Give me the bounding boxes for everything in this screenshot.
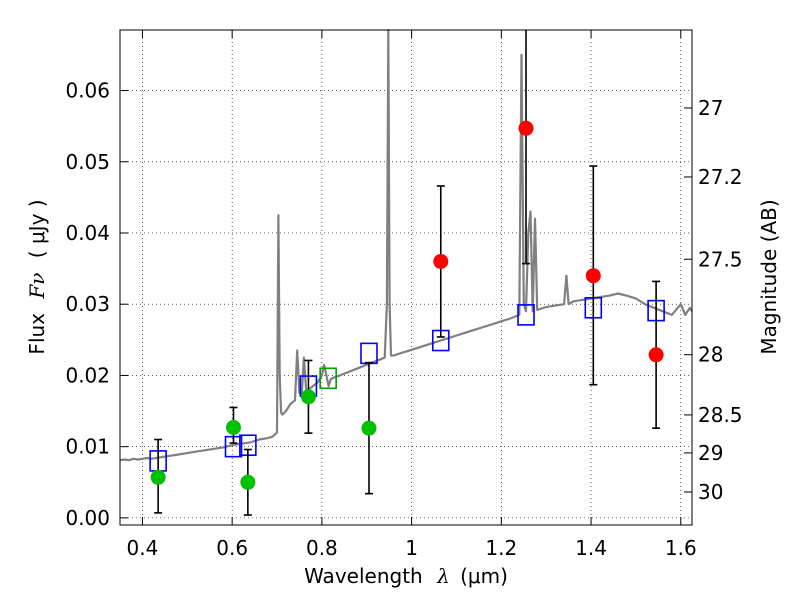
x-tick-label: 1.4 bbox=[575, 536, 607, 560]
red-data-point bbox=[585, 268, 601, 284]
green-data-point bbox=[240, 474, 256, 490]
y2-tick-label: 28.5 bbox=[698, 403, 743, 427]
model-box bbox=[319, 367, 337, 390]
y-axis-ticks: 0.00 0.01 0.02 0.03 0.04 0.05 0.06 bbox=[65, 79, 128, 530]
red-data-point bbox=[648, 347, 664, 363]
y2-tick-label: 27.5 bbox=[698, 247, 743, 271]
grid bbox=[120, 30, 692, 525]
y-tick-label: 0.01 bbox=[65, 435, 110, 459]
y-axis-title-symbol: Fν bbox=[25, 273, 49, 300]
y2-tick-label: 29 bbox=[698, 441, 723, 465]
red-data-point bbox=[433, 253, 449, 269]
y-tick-label: 0.05 bbox=[65, 150, 110, 174]
y-axis-title-prefix: Flux bbox=[25, 313, 49, 355]
y-axis-title-unit: ( μJy ) bbox=[25, 199, 49, 258]
data-points bbox=[150, 120, 664, 490]
y2-axis-ticks: 27 27.2 27.5 28 28.5 29 30 bbox=[684, 96, 743, 504]
y-tick-label: 0.04 bbox=[65, 221, 110, 245]
y-tick-label: 0.00 bbox=[65, 506, 110, 530]
x-tick-label: 0.6 bbox=[216, 536, 248, 560]
y2-tick-label: 28 bbox=[698, 343, 723, 367]
y-axis-title: Flux Fν ( μJy ) bbox=[25, 199, 49, 354]
x-axis-title-symbol: λ bbox=[436, 564, 450, 588]
spectrum-line bbox=[119, 28, 693, 462]
y-tick-label: 0.02 bbox=[65, 363, 110, 387]
y-tick-label: 0.03 bbox=[65, 292, 110, 316]
spectrum-layer bbox=[119, 28, 693, 462]
green-data-point bbox=[300, 389, 316, 405]
x-axis-title: Wavelength λ (μm) bbox=[304, 564, 508, 588]
x-tick-label: 0.4 bbox=[127, 536, 159, 560]
red-data-point bbox=[518, 120, 534, 136]
y-tick-label: 0.06 bbox=[65, 79, 110, 103]
y2-tick-label: 30 bbox=[698, 480, 723, 504]
plot-frame bbox=[119, 29, 693, 526]
x-axis-title-prefix: Wavelength bbox=[304, 564, 423, 588]
y2-tick-label: 27.2 bbox=[698, 165, 743, 189]
error-bars bbox=[154, 30, 661, 516]
x-tick-label: 1.2 bbox=[485, 536, 517, 560]
green-data-point bbox=[361, 420, 377, 436]
x-axis-ticks: 0.4 0.6 0.8 1 1.2 1.4 1.6 bbox=[127, 30, 697, 560]
x-axis-title-unit: (μm) bbox=[460, 564, 508, 588]
y2-tick-label: 27 bbox=[698, 96, 723, 120]
y2-axis-title: Magnitude (AB) bbox=[757, 199, 781, 354]
x-tick-label: 1 bbox=[405, 536, 418, 560]
x-tick-label: 1.6 bbox=[665, 536, 697, 560]
green-data-point bbox=[150, 469, 166, 485]
model-box bbox=[517, 304, 535, 326]
green-data-point bbox=[226, 419, 242, 435]
x-tick-label: 0.8 bbox=[306, 536, 338, 560]
